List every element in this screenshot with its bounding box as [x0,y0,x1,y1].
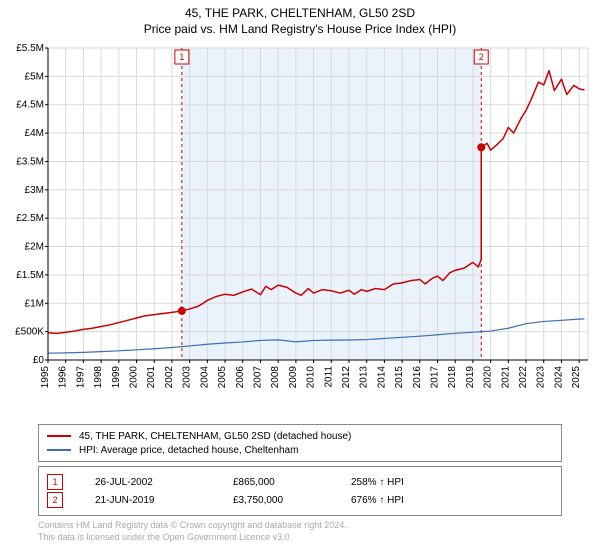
svg-text:2000: 2000 [129,366,140,389]
svg-text:1998: 1998 [93,366,104,389]
chart-area: 1 2 £0 £500K £1M £1.5M £2M £2.5M £3M £3.5M £4M £4.5… [0,40,600,420]
legend-swatch [47,435,71,437]
event-pct: 676% ↑ HPI [351,495,451,506]
event-badge: 1 [47,474,63,490]
svg-text:1999: 1999 [111,366,122,389]
svg-text:2007: 2007 [252,366,263,389]
legend-label: 45, THE PARK, CHELTENHAM, GL50 2SD (deta… [79,431,351,442]
svg-text:2023: 2023 [536,366,547,389]
svg-text:£2.5M: £2.5M [16,213,44,224]
svg-text:2002: 2002 [164,366,175,389]
svg-text:£1.5M: £1.5M [16,270,44,281]
event-row: 2 21-JUN-2019 £3,750,000 676% ↑ HPI [47,491,553,509]
svg-text:1996: 1996 [58,366,69,389]
svg-text:2009: 2009 [288,366,299,389]
svg-text:2014: 2014 [376,366,387,389]
footer-attribution: Contains HM Land Registry data © Crown c… [38,520,562,543]
event-price: £865,000 [233,477,323,488]
svg-text:2008: 2008 [270,366,281,389]
svg-text:2006: 2006 [235,366,246,389]
events-box: 1 26-JUL-2002 £865,000 258% ↑ HPI 2 21-JUN-20… [38,466,562,516]
svg-text:£5.5M: £5.5M [16,43,44,54]
chart-title: 45, THE PARK, CHELTENHAM, GL50 2SD [0,0,600,20]
footer-line2: This data is licensed under the Open Gov… [38,532,562,544]
svg-text:2005: 2005 [217,366,228,389]
event-row: 1 26-JUL-2002 £865,000 258% ↑ HPI [47,473,553,491]
svg-text:2011: 2011 [323,366,334,388]
svg-text:2015: 2015 [394,366,405,389]
event-date: 26-JUL-2002 [95,477,205,488]
svg-text:1: 1 [179,52,184,62]
svg-text:£4M: £4M [25,128,44,139]
chart-svg: 1 2 £0 £500K £1M £1.5M £2M £2.5M £3M £3.5M £4M £4.5… [0,40,600,420]
svg-text:£3.5M: £3.5M [16,156,44,167]
svg-text:2013: 2013 [359,366,370,389]
svg-text:2003: 2003 [182,366,193,389]
svg-text:2017: 2017 [430,366,441,389]
svg-text:2025: 2025 [571,366,582,389]
event-pct: 258% ↑ HPI [351,477,451,488]
svg-text:£4.5M: £4.5M [16,100,44,111]
svg-text:2022: 2022 [518,366,529,389]
svg-text:2010: 2010 [306,366,317,389]
svg-text:£1M: £1M [25,298,44,309]
svg-text:2018: 2018 [447,366,458,389]
legend-label: HPI: Average price, detached house, Chel… [79,445,298,456]
svg-text:2004: 2004 [199,366,210,389]
svg-text:1995: 1995 [40,366,51,389]
svg-text:£0: £0 [33,355,45,366]
svg-text:2020: 2020 [483,366,494,389]
event-price: £3,750,000 [233,495,323,506]
svg-text:2024: 2024 [553,366,564,389]
svg-text:2019: 2019 [465,366,476,389]
legend-box: 45, THE PARK, CHELTENHAM, GL50 2SD (deta… [38,424,562,462]
svg-text:£2M: £2M [25,242,44,253]
svg-text:2021: 2021 [500,366,511,389]
svg-text:£500K: £500K [15,327,44,338]
svg-text:£5M: £5M [25,71,44,82]
event-date: 21-JUN-2019 [95,495,205,506]
chart-subtitle: Price paid vs. HM Land Registry's House … [0,20,600,40]
event-badge: 2 [47,492,63,508]
legend-item: HPI: Average price, detached house, Chel… [47,443,553,457]
svg-text:2001: 2001 [146,366,157,389]
svg-text:£3M: £3M [25,185,44,196]
footer-line1: Contains HM Land Registry data © Crown c… [38,520,562,532]
legend-swatch [47,449,71,451]
svg-text:1997: 1997 [75,366,86,389]
svg-text:2012: 2012 [341,366,352,389]
legend-item: 45, THE PARK, CHELTENHAM, GL50 2SD (deta… [47,429,553,443]
svg-text:2: 2 [479,52,484,62]
svg-text:2016: 2016 [412,366,423,389]
